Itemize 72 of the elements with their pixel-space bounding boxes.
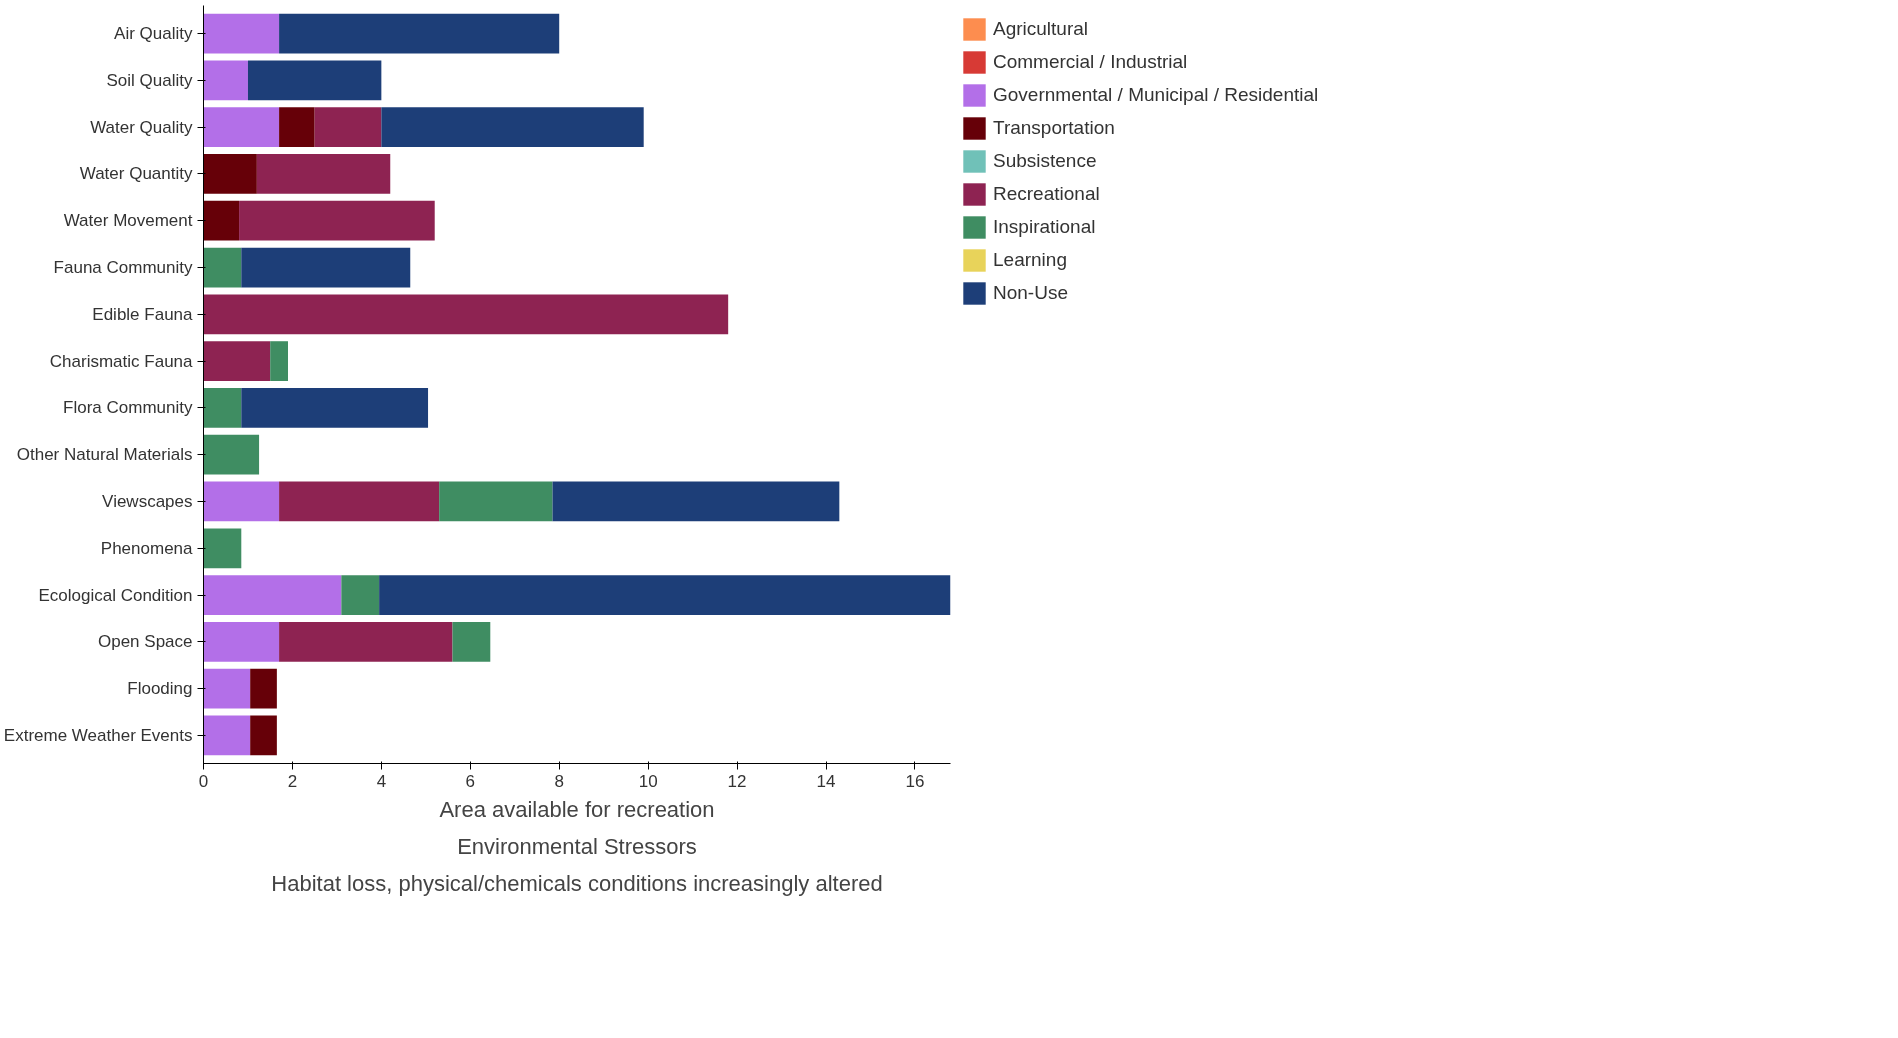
bar <box>203 247 242 288</box>
bar <box>203 481 280 522</box>
bar <box>341 575 380 615</box>
bar <box>256 154 391 194</box>
y-tick-label: Extreme Weather Events <box>3 725 193 745</box>
bar <box>203 575 342 615</box>
x-tick-label: 12 <box>727 771 747 791</box>
x-tick-label: 2 <box>287 771 298 791</box>
y-tick-label: Water Movement <box>63 211 193 231</box>
bar <box>279 107 315 148</box>
y-tick-label: Flora Community <box>63 398 193 418</box>
bar <box>203 341 271 381</box>
y-tick-label: Soil Quality <box>106 70 193 90</box>
x-tick-label: 6 <box>465 771 476 791</box>
legend-label: Subsistence <box>993 150 1097 172</box>
x-tick-label: 0 <box>198 771 209 791</box>
y-tick-label: Fauna Community <box>53 258 193 278</box>
bar <box>381 107 644 148</box>
bar <box>379 575 951 615</box>
y-tick-label: Edible Fauna <box>92 304 194 324</box>
bar <box>203 60 248 101</box>
bar <box>270 341 288 381</box>
y-tick-label: Water Quality <box>90 117 193 137</box>
bar <box>279 481 440 522</box>
bar <box>241 247 411 288</box>
y-tick-label: Air Quality <box>114 24 193 44</box>
x-tick-label: 10 <box>638 771 658 791</box>
y-tick-label: Ecological Condition <box>38 585 193 605</box>
bar <box>203 528 242 569</box>
x-tick-label: 8 <box>554 771 564 791</box>
bar <box>203 434 260 475</box>
x-tick-label: 14 <box>816 771 836 791</box>
bar <box>203 200 240 241</box>
legend-label: Learning <box>993 249 1067 271</box>
bar <box>552 481 840 522</box>
bar <box>203 13 280 54</box>
legend-label: Recreational <box>993 183 1100 205</box>
text: Area available for recreation <box>439 796 715 822</box>
bar <box>250 715 277 756</box>
bar <box>452 621 491 662</box>
text: Environmental Stressors <box>457 833 697 859</box>
x-tick-label: 4 <box>376 771 387 791</box>
y-tick-label: Other Natural Materials <box>16 445 193 465</box>
bar <box>203 107 280 148</box>
y-tick-label: Charismatic Fauna <box>49 351 194 371</box>
bar <box>239 200 435 241</box>
bar <box>439 481 553 522</box>
bar <box>279 13 560 54</box>
y-tick-label: Open Space <box>97 632 193 652</box>
y-tick-label: Phenomena <box>100 538 194 558</box>
legend-label: Agricultural <box>993 18 1089 40</box>
legend-label: Governmental / Municipal / Residential <box>993 84 1319 106</box>
bar <box>247 60 382 101</box>
bar <box>203 154 257 194</box>
bar <box>203 715 251 756</box>
legend-label: Commercial / Industrial <box>993 51 1188 73</box>
x-tick-label: 16 <box>905 771 925 791</box>
bar <box>241 388 429 428</box>
bar <box>279 621 453 662</box>
bar <box>314 107 382 148</box>
bar <box>203 668 251 709</box>
bar <box>203 621 280 662</box>
bar <box>250 668 277 709</box>
y-tick-label: Water Quantity <box>79 164 193 184</box>
y-tick-label: Viewscapes <box>102 491 193 511</box>
legend-label: Non-Use <box>993 282 1068 304</box>
bar <box>203 294 729 335</box>
text: Habitat loss, physical/chemicals conditions increasingly altered <box>271 870 883 896</box>
legend-label: Transportation <box>993 117 1115 139</box>
y-tick-label: Flooding <box>127 679 193 699</box>
bar <box>203 388 242 428</box>
legend-label: Inspirational <box>993 216 1096 238</box>
